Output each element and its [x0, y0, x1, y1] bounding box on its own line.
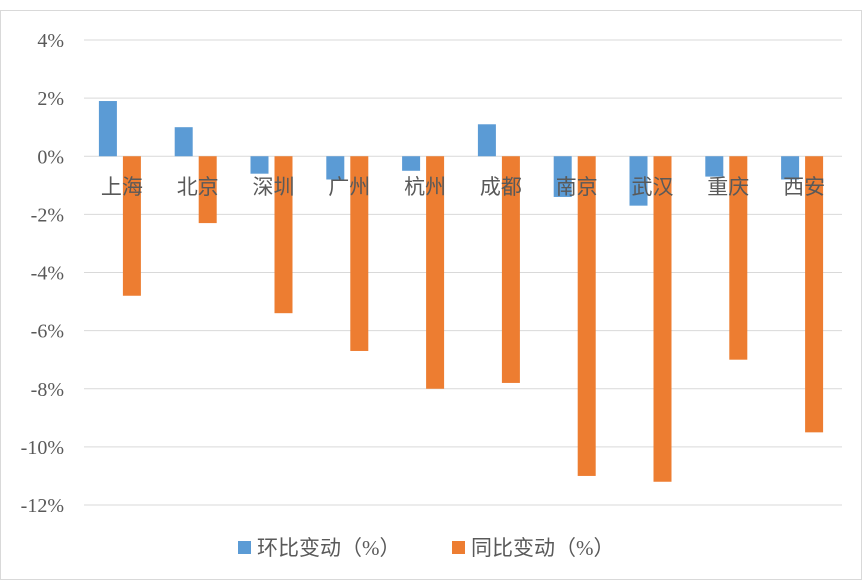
category-label: 北京: [177, 175, 219, 199]
y-tick-label: -10%: [21, 437, 64, 459]
legend-label-yoy: 同比变动（%）: [471, 536, 615, 560]
bar-yoy-4: [350, 156, 369, 351]
category-label: 武汉: [632, 175, 674, 199]
category-label: 重庆: [707, 175, 749, 199]
y-tick-label: -8%: [31, 379, 64, 401]
bar-yoy-7: [577, 156, 596, 476]
y-tick-label: 4%: [37, 30, 64, 52]
bar-mom-5: [402, 156, 421, 171]
category-label: 广州: [328, 175, 370, 199]
category-label: 西安: [783, 175, 825, 199]
bar-yoy-6: [501, 156, 520, 383]
y-tick-label: -4%: [31, 263, 64, 285]
y-tick-label: -2%: [31, 204, 64, 226]
bar-yoy-3: [274, 156, 293, 314]
bar-mom-7: [553, 156, 572, 197]
bar-yoy-1: [122, 156, 141, 296]
bar-mom-10: [781, 156, 800, 180]
y-tick-label: 2%: [37, 88, 64, 110]
y-tick-label: 0%: [37, 146, 64, 168]
bar-mom-4: [326, 156, 345, 180]
bar-yoy-10: [805, 156, 824, 433]
bar-mom-1: [98, 101, 117, 157]
legend-swatch-mom: [238, 541, 251, 554]
legend-label-mom: 环比变动（%）: [257, 536, 401, 560]
bar-mom-6: [477, 124, 496, 157]
bar-yoy-5: [426, 156, 445, 389]
bar-yoy-2: [198, 156, 217, 224]
category-label: 深圳: [253, 175, 295, 199]
bar-mom-9: [705, 156, 724, 177]
bar-mom-8: [629, 156, 648, 206]
category-label: 上海: [101, 175, 143, 199]
y-tick-label: -6%: [31, 321, 64, 343]
bar-yoy-9: [729, 156, 748, 360]
bar-mom-2: [174, 127, 193, 157]
bar-yoy-8: [653, 156, 672, 482]
category-label: 成都: [480, 175, 522, 199]
category-label: 杭州: [404, 175, 446, 199]
bar-mom-3: [250, 156, 269, 174]
category-label: 南京: [556, 175, 598, 199]
y-tick-label: -12%: [21, 495, 64, 517]
legend-swatch-yoy: [452, 541, 465, 554]
